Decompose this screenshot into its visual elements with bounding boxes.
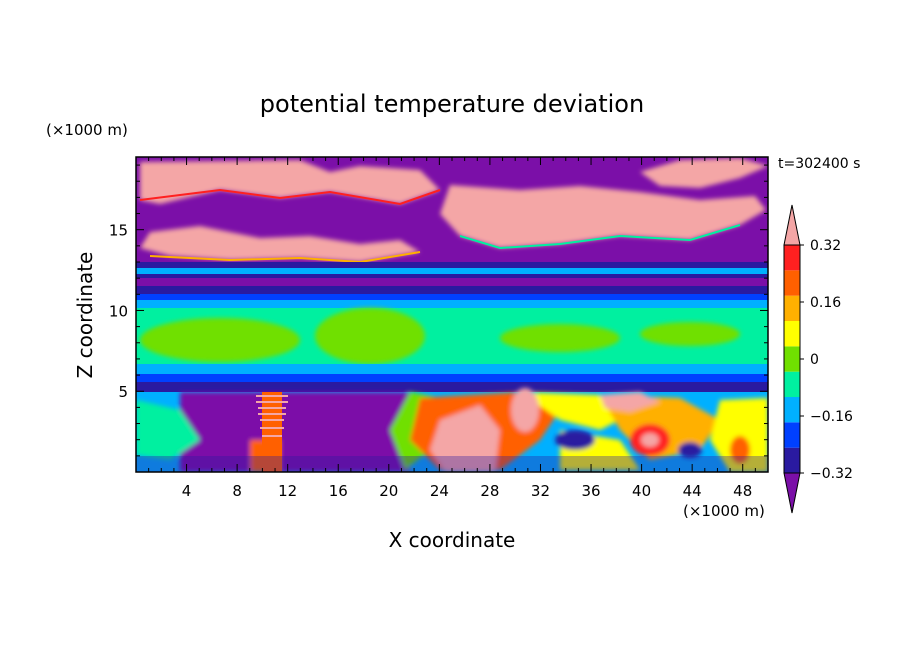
x-tick-label: 4 bbox=[182, 482, 192, 500]
colorbar-label: 0 bbox=[810, 352, 819, 368]
y-axis-label: Z coordinate bbox=[73, 252, 97, 379]
x-axis-label: X coordinate bbox=[389, 528, 516, 552]
colorbar-segment bbox=[784, 397, 800, 423]
x-tick-label: 28 bbox=[480, 482, 499, 500]
colorbar-segment bbox=[784, 245, 800, 271]
x-axis: 4 8 12 16 20 24 28 32 36 40 44 48 bbox=[148, 157, 756, 500]
x-tick-label: 44 bbox=[683, 482, 702, 500]
colorbar-segment bbox=[784, 346, 800, 372]
y-tick-label: 15 bbox=[109, 222, 128, 240]
colorbar-label: −0.16 bbox=[810, 409, 853, 425]
contour-field bbox=[136, 157, 768, 472]
colorbar-segment bbox=[784, 371, 800, 397]
lime-patches bbox=[140, 308, 740, 364]
x-tick-label: 24 bbox=[430, 482, 449, 500]
x-tick-label: 12 bbox=[278, 482, 297, 500]
upper-pink-clouds bbox=[140, 158, 768, 262]
x-tick-label: 8 bbox=[232, 482, 242, 500]
colorbar-segment bbox=[784, 422, 800, 448]
lower-convection bbox=[136, 388, 768, 472]
colorbar-label: 0.16 bbox=[810, 295, 841, 311]
x-unit-label: (×1000 m) bbox=[683, 502, 765, 520]
colorbar-segment bbox=[784, 321, 800, 347]
y-unit-label: (×1000 m) bbox=[46, 121, 128, 139]
x-tick-label: 32 bbox=[531, 482, 550, 500]
convective-plume bbox=[256, 392, 288, 472]
colorbar-label: −0.32 bbox=[810, 466, 853, 482]
y-axis: 5 10 15 bbox=[109, 164, 768, 457]
time-label: t=302400 s bbox=[778, 156, 860, 172]
colorbar: −0.32 −0.16 0 0.16 0.32 bbox=[783, 204, 853, 514]
x-tick-label: 20 bbox=[379, 482, 398, 500]
colorbar-segment bbox=[784, 270, 800, 296]
y-tick-label: 10 bbox=[109, 302, 128, 320]
colorbar-segment bbox=[784, 447, 800, 473]
colorbar-min-extend bbox=[783, 472, 801, 514]
x-tick-label: 36 bbox=[581, 482, 600, 500]
x-tick-label: 40 bbox=[632, 482, 651, 500]
x-tick-label: 48 bbox=[733, 482, 752, 500]
colorbar-label: 0.32 bbox=[810, 238, 841, 254]
x-tick-label: 16 bbox=[329, 482, 348, 500]
colorbar-max-extend bbox=[783, 204, 801, 246]
chart-title: potential temperature deviation bbox=[260, 90, 644, 118]
colorbar-segment bbox=[784, 295, 800, 321]
y-tick-label: 5 bbox=[118, 383, 128, 401]
upper-edge-contours bbox=[139, 188, 741, 264]
